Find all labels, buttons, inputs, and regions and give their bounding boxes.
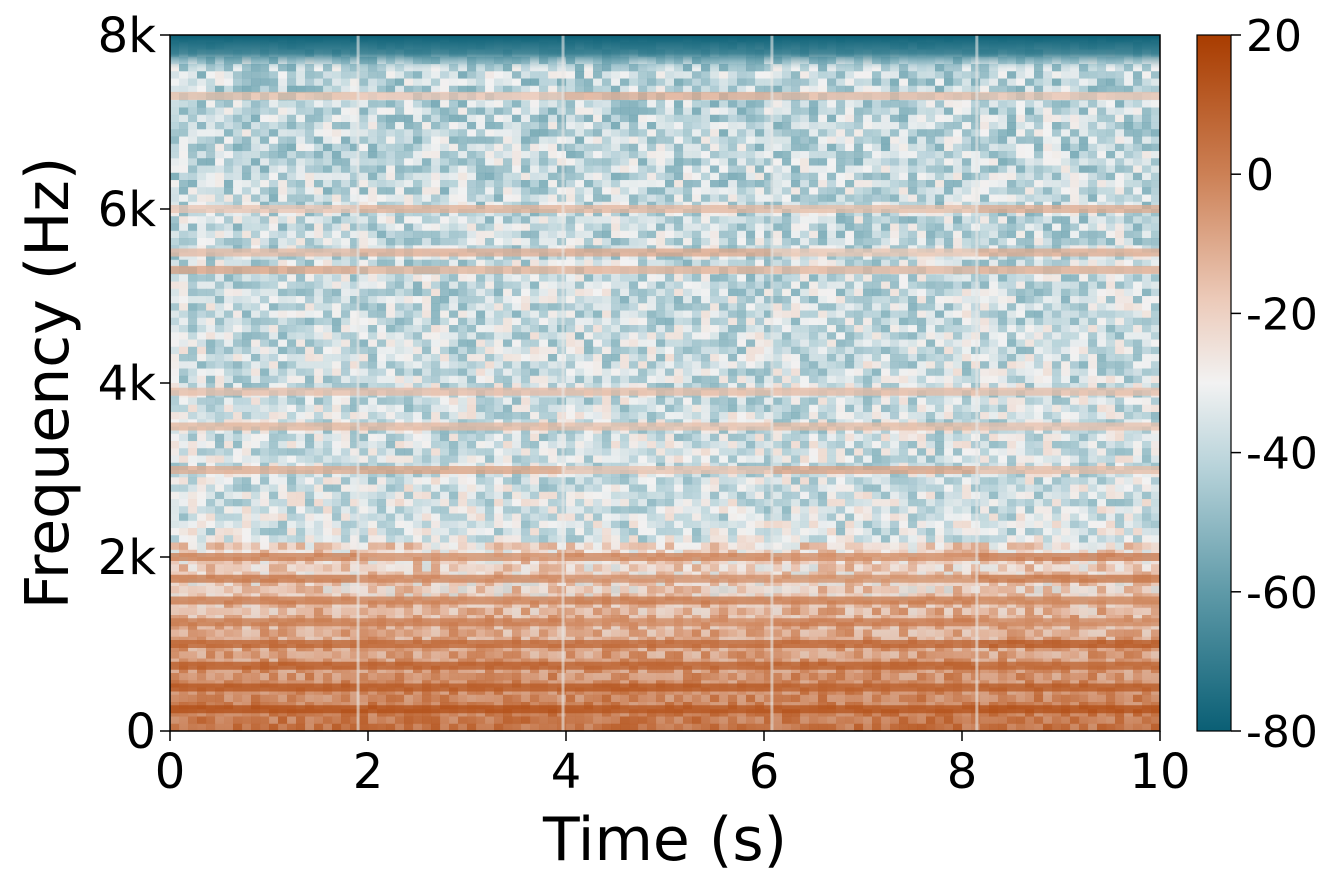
y-tick-label: 2k <box>98 530 157 586</box>
y-axis-label: Frequency (Hz) <box>13 157 83 609</box>
y-axis: 0 2k 4k 6k 8k <box>98 8 170 760</box>
y-tick-label: 4k <box>98 356 157 412</box>
high-frequency-rolloff <box>170 35 1160 69</box>
x-axis: 0 2 4 6 8 10 <box>155 731 1191 800</box>
spectrogram-heatmap <box>170 35 1160 731</box>
colorbar-tick-label: 20 <box>1246 11 1302 62</box>
x-tick-label: 6 <box>749 744 780 800</box>
colorbar: 20 0 -20 -40 -60 -80 <box>1196 11 1318 758</box>
x-tick-label: 8 <box>947 744 978 800</box>
colorbar-tick-label: -40 <box>1246 429 1318 480</box>
y-tick-label: 0 <box>125 704 156 760</box>
x-tick-label: 2 <box>353 744 384 800</box>
colorbar-tick-label: -80 <box>1246 707 1318 758</box>
x-tick-label: 10 <box>1129 744 1190 800</box>
x-axis-label: Time (s) <box>542 805 787 875</box>
y-tick-label: 6k <box>98 182 157 238</box>
colorbar-tick-label: 0 <box>1246 150 1274 201</box>
colorbar-tick-label: -60 <box>1246 568 1318 619</box>
y-tick-label: 8k <box>98 8 157 64</box>
x-tick-label: 0 <box>155 744 186 800</box>
colorbar-bar <box>1196 34 1232 732</box>
x-tick-label: 4 <box>551 744 582 800</box>
low-frequency-energy <box>170 540 1160 731</box>
segment-boundaries <box>356 35 979 731</box>
colorbar-ticks: 20 0 -20 -40 -60 -80 <box>1231 11 1318 758</box>
colorbar-tick-label: -20 <box>1246 289 1318 340</box>
